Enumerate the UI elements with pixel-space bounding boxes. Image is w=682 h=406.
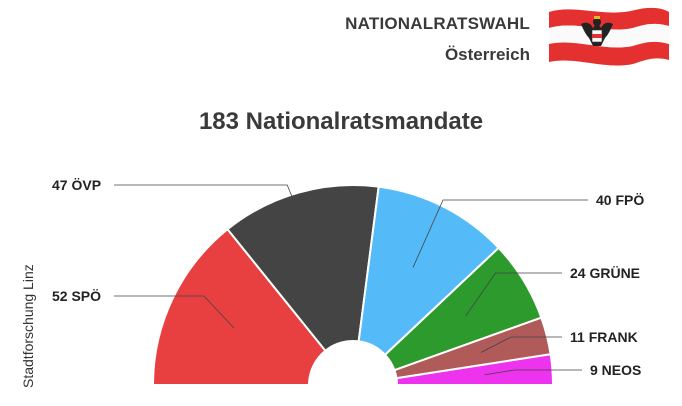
slice-övp bbox=[226, 184, 380, 353]
leader-line-neos bbox=[484, 369, 582, 376]
leader-line-fpö bbox=[412, 199, 588, 268]
label-spö: 52 SPÖ bbox=[52, 288, 101, 304]
label-grüne: 24 GRÜNE bbox=[570, 265, 640, 281]
label-frank: 11 FRANK bbox=[570, 329, 638, 345]
slice-fpö bbox=[357, 185, 501, 357]
slice-neos bbox=[395, 353, 555, 386]
leader-line-grüne bbox=[465, 272, 562, 317]
label-övp: 47 ÖVP bbox=[52, 177, 101, 193]
header-title: NATIONALRATSWAHL bbox=[345, 14, 530, 33]
slice-spö bbox=[151, 227, 327, 386]
leader-line-spö bbox=[114, 295, 235, 329]
label-fpö: 40 FPÖ bbox=[596, 192, 644, 208]
header-subtitle: Österreich bbox=[444, 45, 530, 64]
leader-line-frank bbox=[480, 336, 562, 353]
austria-flag-icon bbox=[549, 7, 669, 66]
leader-line-övp bbox=[114, 184, 318, 259]
chart-title: 183 Nationalratsmandate bbox=[198, 108, 484, 135]
label-neos: 9 NEOS bbox=[590, 362, 641, 378]
